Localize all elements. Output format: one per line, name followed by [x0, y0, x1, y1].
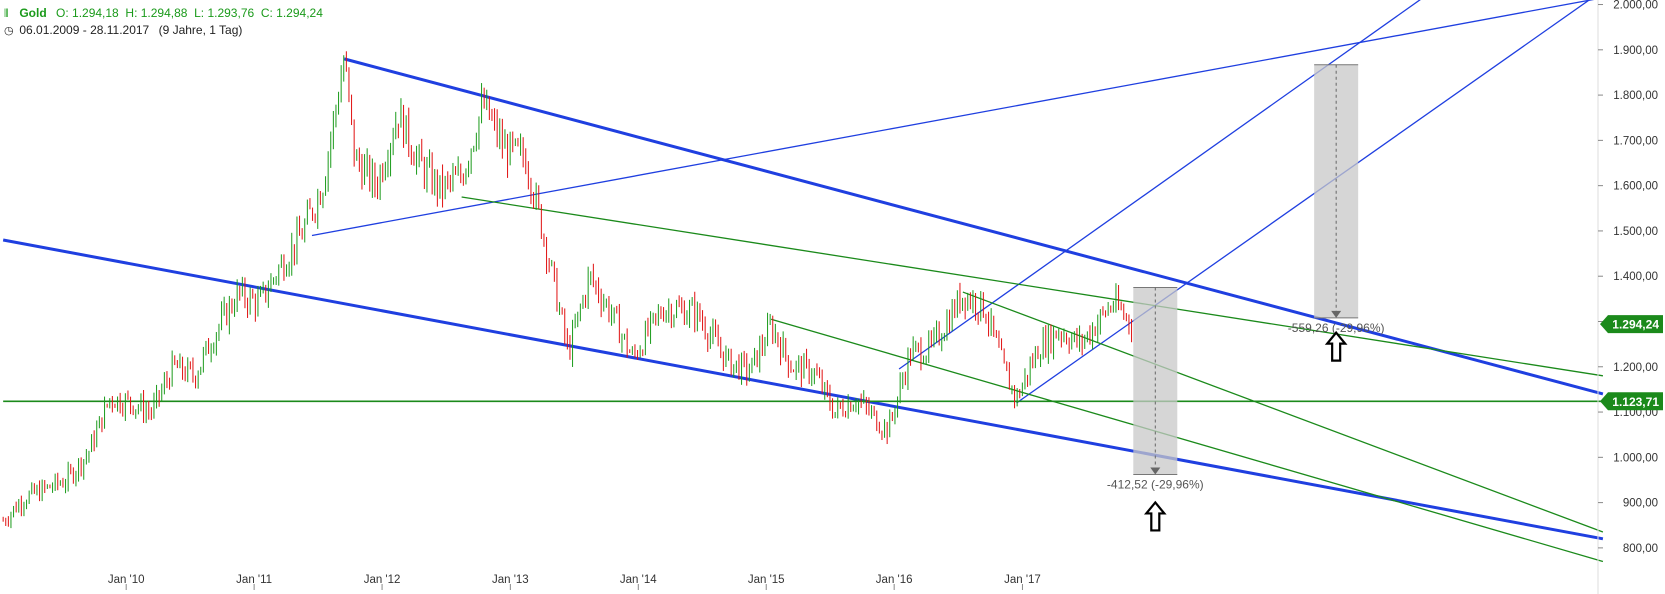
y-tick-label: 900,00 [1623, 498, 1658, 510]
ohlc-values: O: 1.294,18 H: 1.294,88 L: 1.293,76 C: 1… [56, 6, 323, 20]
date-range: 06.01.2009 - 28.11.2017 [19, 23, 150, 37]
green-trend-long [461, 196, 1604, 377]
measure-label: -559,26 (-29,96%) [1288, 321, 1385, 335]
blue-fan-upper [311, 0, 1595, 237]
measure-arrowhead [1331, 310, 1342, 318]
price-tag [1600, 315, 1663, 334]
x-tick-label: Jan '13 [492, 574, 529, 586]
up-arrow-2 [1324, 330, 1348, 362]
blue-ray-2 [1016, 0, 1591, 404]
blue-channel-lower [2, 238, 1604, 541]
x-tick-label: Jan '15 [748, 574, 785, 586]
blue-channel-upper [343, 57, 1604, 396]
x-tick-label: Jan '10 [108, 574, 145, 586]
y-tick-label: 800,00 [1623, 543, 1658, 555]
up-arrow-1 [1143, 500, 1167, 532]
annotation-arrows [1143, 330, 1348, 532]
y-tick-label: 1.000,00 [1613, 452, 1658, 464]
period-text: (9 Jahre, 1 Tag) [158, 23, 243, 37]
y-tick-label: 1.400,00 [1613, 271, 1658, 283]
x-tick-label: Jan '16 [876, 574, 913, 586]
candlestick-icon: ⫴ [4, 8, 9, 20]
green-down-2 [962, 291, 1604, 533]
price-tag [1600, 392, 1663, 411]
x-tick-label: Jan '17 [1004, 574, 1041, 586]
x-tick-label: Jan '14 [620, 574, 657, 586]
measurements: -412,52 (-29,96%) -559,26 (-29,96%) [1107, 64, 1385, 492]
price-candles [2, 51, 1133, 529]
blue-ray-1 [898, 0, 1421, 370]
x-tick-label: Jan '12 [364, 574, 401, 586]
y-tick-label: 2.000,00 [1613, 0, 1658, 12]
chart-header: ⫴ Gold O: 1.294,18 H: 1.294,88 L: 1.293,… [4, 6, 323, 21]
measure-label: -412,52 (-29,96%) [1107, 478, 1204, 492]
price-tag-label: 1.123,71 [1612, 395, 1659, 409]
x-axis[interactable]: Jan '10 Jan '11 Jan '12 Jan '13 Jan '14 Jan '… [108, 574, 1041, 590]
clock-icon: ◷ [4, 25, 14, 37]
price-tags: 1.294,24 1.123,71 [1600, 315, 1663, 411]
price-tag-label: 1.294,24 [1612, 318, 1659, 332]
y-tick-label: 1.200,00 [1613, 362, 1658, 374]
chart-range: ◷ 06.01.2009 - 28.11.2017 (9 Jahre, 1 Ta… [4, 23, 242, 37]
y-tick-label: 1.500,00 [1613, 226, 1658, 238]
green-down-1 [770, 318, 1604, 563]
measure-arrowhead [1150, 467, 1161, 475]
y-tick-label: 1.900,00 [1613, 45, 1658, 57]
x-tick-label: Jan '11 [236, 574, 272, 586]
symbol-name: Gold [19, 6, 47, 20]
trend-lines [2, 0, 1604, 563]
y-tick-label: 1.600,00 [1613, 181, 1658, 193]
y-tick-label: 1.700,00 [1613, 135, 1658, 147]
y-tick-label: 1.800,00 [1613, 90, 1658, 102]
